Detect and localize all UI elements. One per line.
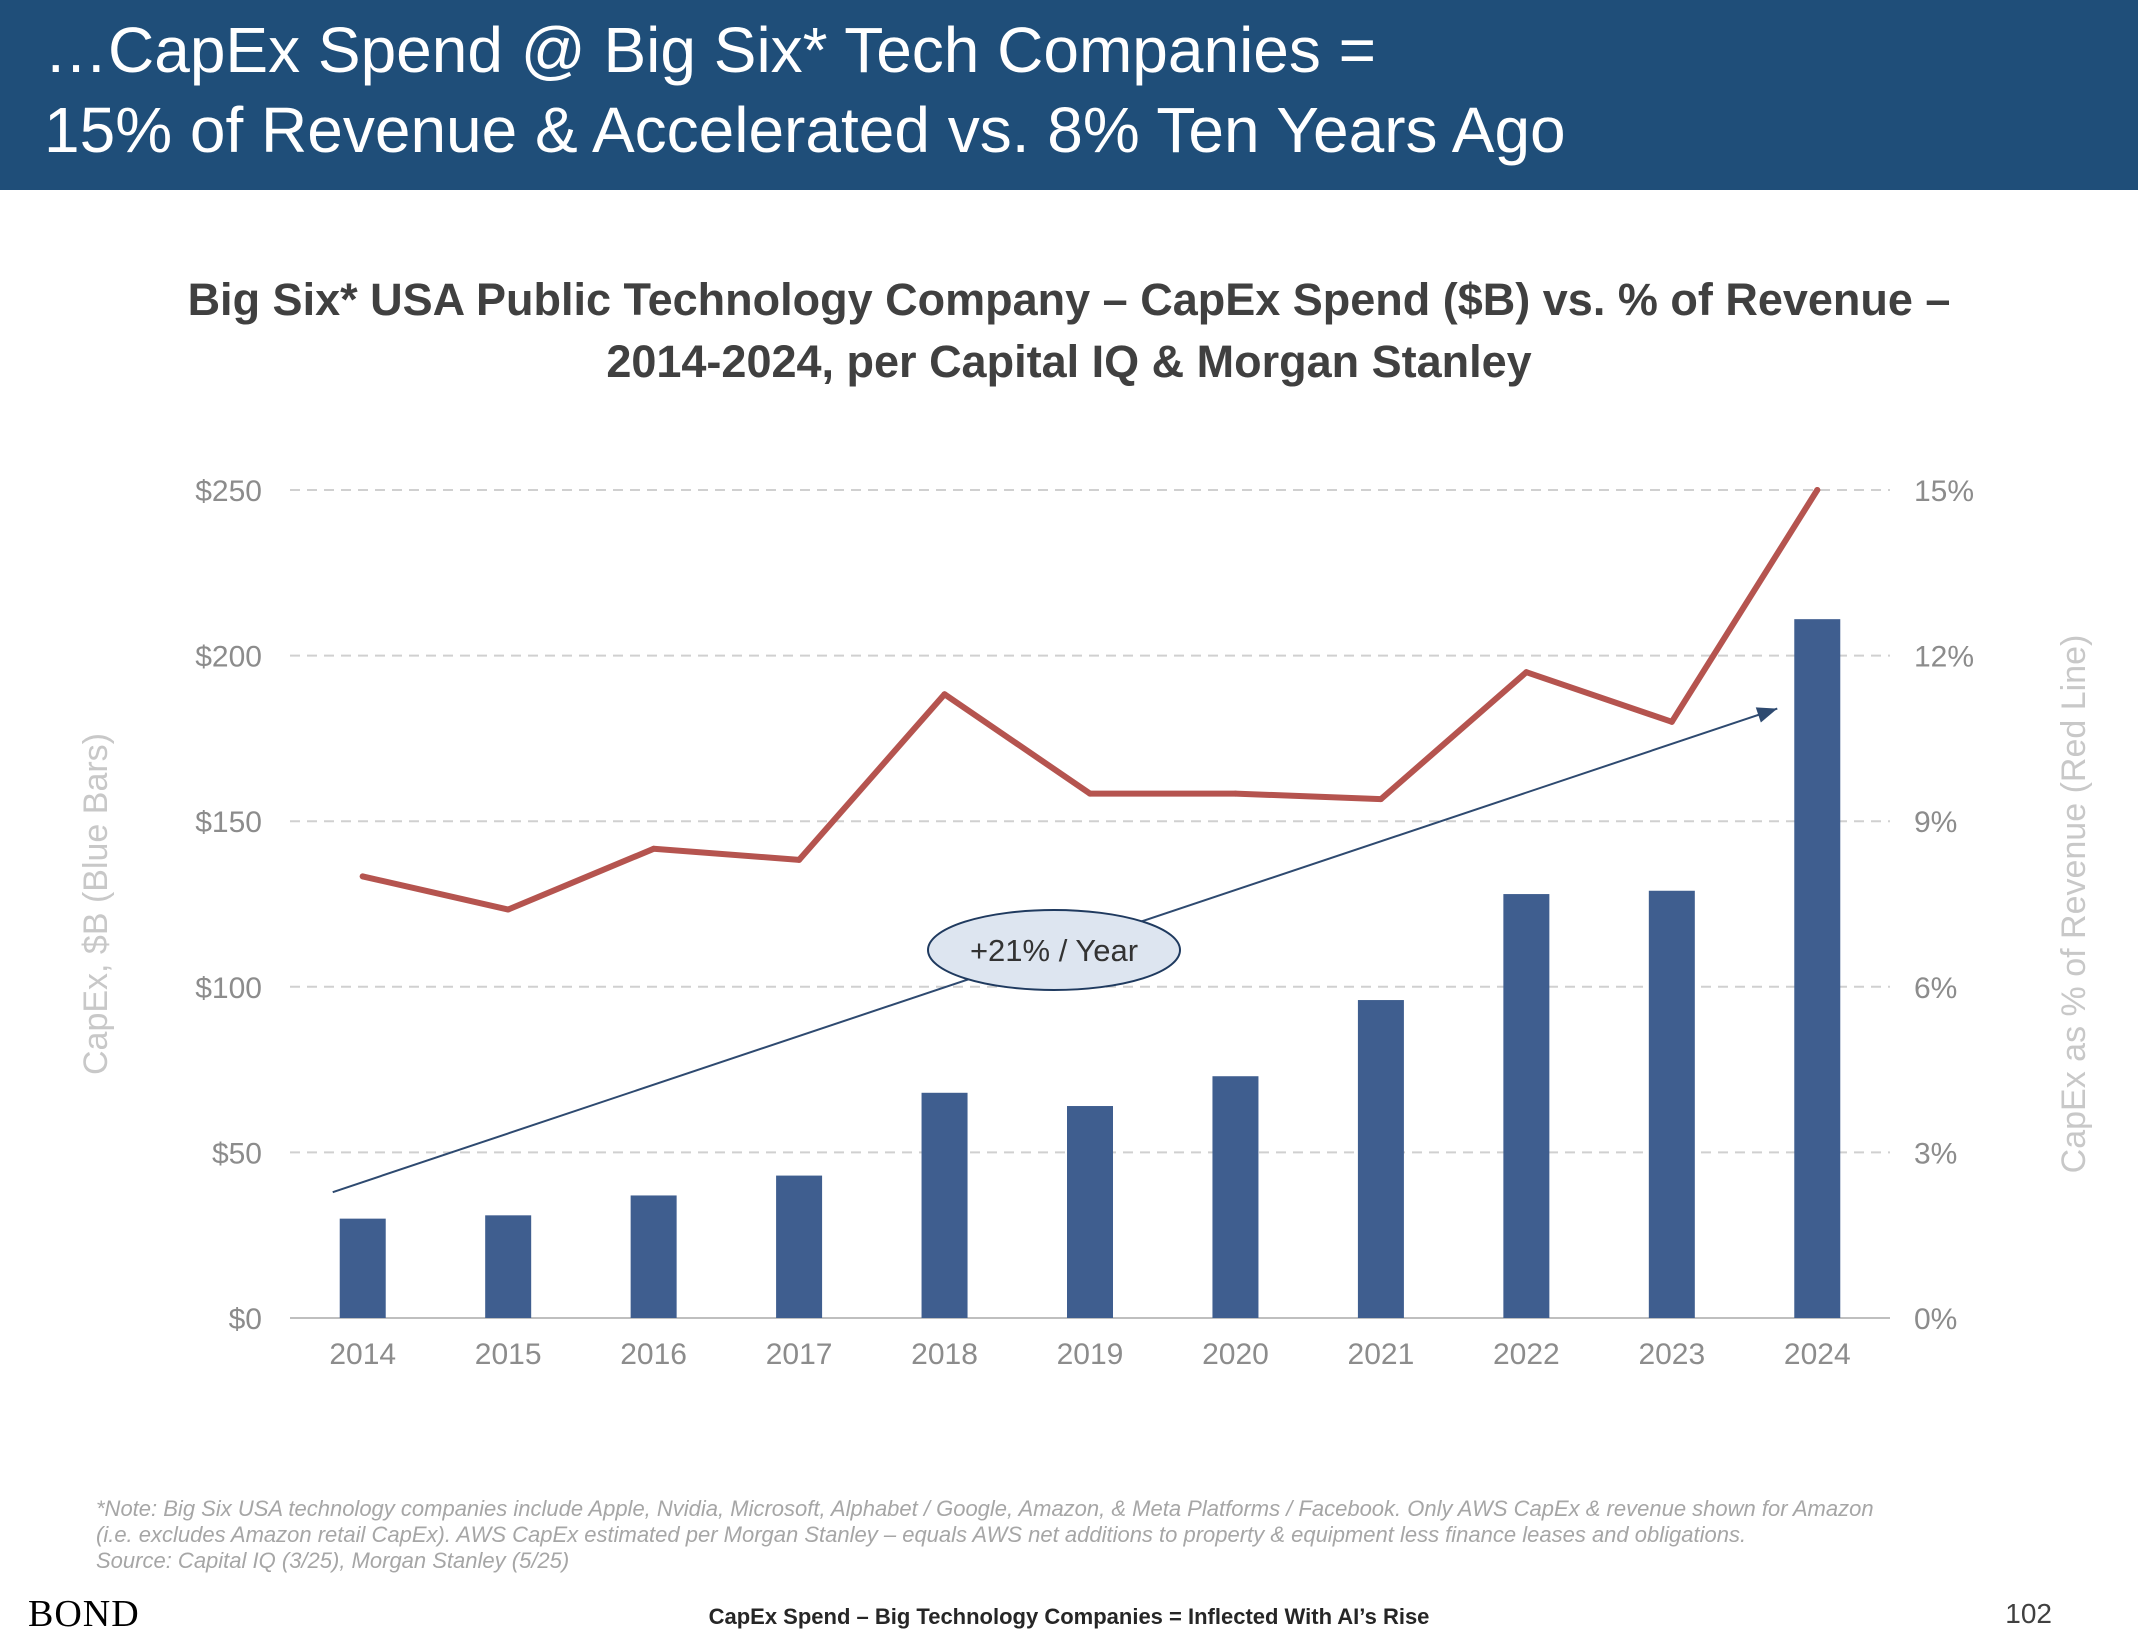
y-right-tick-label: 0% xyxy=(1914,1303,1957,1336)
revenue-pct-point-2015 xyxy=(505,906,512,913)
growth-bubble xyxy=(927,909,1181,991)
chart-title-line-1: Big Six* USA Public Technology Company –… xyxy=(187,274,1951,325)
revenue-pct-point-2020 xyxy=(1232,790,1239,797)
y-right-tick-label: 15% xyxy=(1914,475,1974,508)
x-tick-label: 2019 xyxy=(1057,1338,1124,1371)
x-tick-label: 2021 xyxy=(1348,1338,1415,1371)
x-tick-label: 2015 xyxy=(475,1338,542,1371)
footnote-line-2: (i.e. excludes Amazon retail CapEx). AWS… xyxy=(96,1522,1747,1547)
revenue-pct-polyline xyxy=(359,487,1821,913)
y-right-axis-title: CapEx as % of Revenue (Red Line) xyxy=(2055,635,2093,1174)
y-left-axis-title: CapEx, $B (Blue Bars) xyxy=(77,733,115,1075)
growth-label: +21% / Year xyxy=(970,933,1138,968)
capex-bar-2018 xyxy=(921,1092,968,1318)
footnote-source: Source: Capital IQ (3/25), Morgan Stanle… xyxy=(96,1548,570,1573)
revenue-pct-point-2022 xyxy=(1523,669,1530,676)
capex-bar-2022 xyxy=(1503,894,1550,1318)
revenue-pct-point-2021 xyxy=(1377,796,1384,803)
capex-bar-2017 xyxy=(776,1175,823,1318)
revenue-pct-point-2019 xyxy=(1087,790,1093,797)
revenue-pct-point-2018 xyxy=(941,691,948,698)
y-left-tick-label: $200 xyxy=(195,641,262,674)
revenue-pct-point-2014 xyxy=(359,873,366,880)
capex-bar-2014 xyxy=(339,1218,386,1318)
capex-bar-2023 xyxy=(1648,890,1695,1318)
capex-chart: $0 0% $50 3% $100 6% $150 9% $200 12% $250 15% CapEx… xyxy=(77,475,2093,1371)
y-left-tick-label: $150 xyxy=(195,806,262,839)
revenue-pct-point-2017 xyxy=(796,856,803,863)
y-right-tick-label: 3% xyxy=(1914,1137,1957,1170)
footer-caption: CapEx Spend – Big Technology Companies =… xyxy=(708,1604,1430,1629)
capex-bar-2020 xyxy=(1212,1076,1259,1318)
trend-arrowhead xyxy=(1755,707,1778,723)
page-number: 102 xyxy=(2005,1598,2052,1629)
capex-bar-2015 xyxy=(485,1215,532,1318)
x-tick-label: 2016 xyxy=(620,1338,687,1371)
y-left-tick-label: $50 xyxy=(212,1137,262,1170)
y-left-tick-label: $250 xyxy=(195,475,262,508)
x-tick-label: 2023 xyxy=(1638,1338,1705,1371)
revenue-pct-line xyxy=(359,487,1821,913)
y-right-tick-label: 6% xyxy=(1914,972,1957,1005)
revenue-pct-point-2023 xyxy=(1668,718,1675,725)
slide-header: …CapEx Spend @ Big Six* Tech Companies =… xyxy=(0,0,2138,190)
x-tick-label: 2018 xyxy=(911,1338,978,1371)
capex-bar-2024 xyxy=(1794,619,1841,1318)
x-tick-label: 2020 xyxy=(1202,1338,1269,1371)
capex-bar-2019 xyxy=(1067,1106,1113,1318)
y-right-tick-label: 12% xyxy=(1914,641,1974,674)
y-left-tick-label: $100 xyxy=(195,972,262,1005)
bond-logo: BOND xyxy=(28,1593,140,1635)
chart-title-line-2: 2014-2024, per Capital IQ & Morgan Stanl… xyxy=(606,336,1532,387)
slide-title-line-1: …CapEx Spend @ Big Six* Tech Companies = xyxy=(44,14,1377,86)
x-tick-label: 2022 xyxy=(1493,1338,1560,1371)
capex-bars xyxy=(339,619,1841,1318)
x-tick-label: 2017 xyxy=(766,1338,833,1371)
x-tick-label: 2024 xyxy=(1784,1338,1851,1371)
revenue-pct-point-2016 xyxy=(650,845,657,852)
capex-bar-2016 xyxy=(630,1195,677,1318)
growth-annotation: +21% / Year xyxy=(927,909,1181,991)
slide-title-line-2: 15% of Revenue & Accelerated vs. 8% Ten … xyxy=(44,94,1566,166)
x-tick-label: 2014 xyxy=(329,1338,396,1371)
capex-bar-2021 xyxy=(1357,1000,1404,1318)
axes: $0 0% $50 3% $100 6% $150 9% $200 12% $250 15% CapEx… xyxy=(77,475,2093,1371)
revenue-pct-point-2024 xyxy=(1814,487,1821,493)
y-right-tick-label: 9% xyxy=(1914,806,1957,839)
footnote-line-1: *Note: Big Six USA technology companies … xyxy=(96,1496,1874,1521)
y-left-tick-label: $0 xyxy=(229,1303,262,1336)
